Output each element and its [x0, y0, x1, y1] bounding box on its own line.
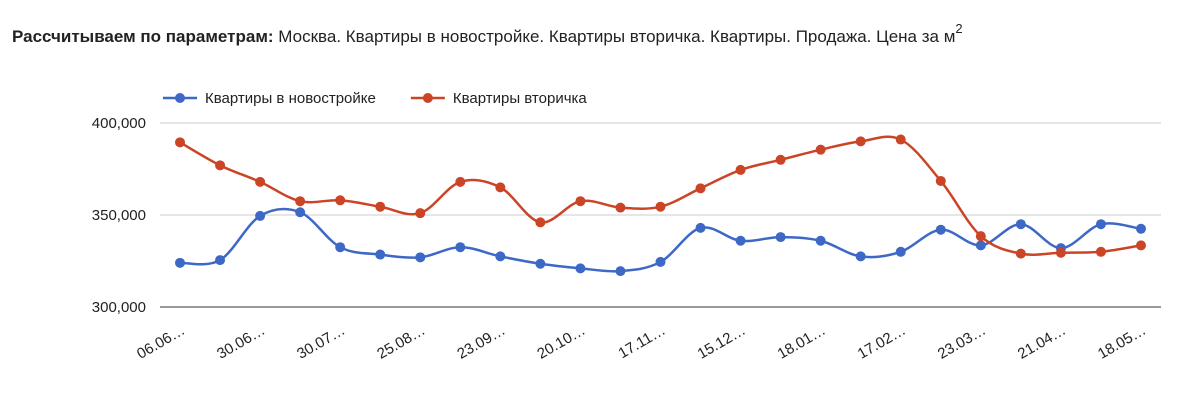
- title-label: Рассчитываем по параметрам:: [12, 27, 274, 46]
- data-point: [215, 160, 226, 171]
- x-tick-label: 06.06…: [134, 322, 188, 363]
- data-point: [175, 137, 186, 148]
- data-point: [695, 222, 706, 233]
- data-point: [895, 246, 906, 257]
- data-point: [815, 144, 826, 155]
- data-point: [1015, 219, 1026, 230]
- x-tick-label: 18.05…: [1095, 322, 1149, 363]
- data-point: [975, 231, 986, 242]
- x-tick-label: 15.12…: [695, 322, 749, 363]
- data-point: [815, 235, 826, 246]
- data-point: [415, 252, 426, 263]
- legend-label: Квартиры вторичка: [453, 90, 588, 107]
- data-point: [455, 242, 466, 253]
- data-point: [175, 257, 186, 268]
- data-point: [415, 208, 426, 219]
- x-tick-label: 30.07…: [294, 322, 348, 363]
- title-superscript: 2: [955, 21, 962, 36]
- data-point: [855, 251, 866, 262]
- data-point: [935, 175, 946, 186]
- data-point: [775, 232, 786, 243]
- data-point: [775, 154, 786, 165]
- data-point: [1135, 240, 1146, 251]
- data-point: [1095, 246, 1106, 257]
- x-tick-label: 30.06…: [214, 322, 268, 363]
- x-tick-label: 20.10…: [534, 322, 588, 363]
- data-point: [535, 258, 546, 269]
- data-point: [215, 255, 226, 266]
- x-tick-label: 21.04…: [1015, 322, 1069, 363]
- data-point: [375, 249, 386, 260]
- data-point: [655, 256, 666, 267]
- x-tick-label: 18.01…: [775, 322, 829, 363]
- x-tick-label: 23.09…: [454, 322, 508, 363]
- data-point: [335, 195, 346, 206]
- title-text: Москва. Квартиры в новостройке. Квартиры…: [278, 27, 955, 46]
- data-point: [375, 201, 386, 212]
- y-tick-label: 350,000: [92, 207, 146, 224]
- data-point: [1135, 223, 1146, 234]
- chart-title: Рассчитываем по параметрам: Москва. Квар…: [12, 21, 963, 46]
- data-point: [455, 176, 466, 187]
- data-point: [535, 217, 546, 228]
- data-point: [1015, 248, 1026, 259]
- data-point: [975, 240, 986, 251]
- x-tick-label: 17.02…: [855, 322, 909, 363]
- x-tick-label: 23.03…: [935, 322, 989, 363]
- data-point: [335, 242, 346, 253]
- data-point: [1055, 247, 1066, 258]
- data-point: [255, 210, 266, 221]
- data-point: [735, 164, 746, 175]
- legend-marker: [175, 93, 185, 103]
- data-point: [575, 263, 586, 274]
- data-point: [895, 134, 906, 145]
- data-point: [295, 196, 306, 207]
- data-point: [495, 182, 506, 193]
- data-point: [255, 176, 266, 187]
- data-point: [495, 251, 506, 262]
- x-tick-label: 17.11…: [615, 322, 668, 362]
- data-point: [855, 136, 866, 147]
- data-point: [295, 207, 306, 218]
- data-point: [655, 201, 666, 212]
- data-point: [575, 196, 586, 207]
- data-point: [615, 202, 626, 213]
- legend-marker: [422, 93, 433, 103]
- data-point: [615, 266, 626, 277]
- legend-label: Квартиры в новостройке: [205, 90, 376, 107]
- data-point: [735, 235, 746, 246]
- x-tick-label: 25.08…: [374, 322, 428, 363]
- data-point: [935, 224, 946, 235]
- data-point: [1095, 219, 1106, 230]
- y-tick-label: 400,000: [92, 115, 146, 132]
- data-point: [695, 183, 706, 194]
- y-tick-label: 300,000: [92, 299, 146, 316]
